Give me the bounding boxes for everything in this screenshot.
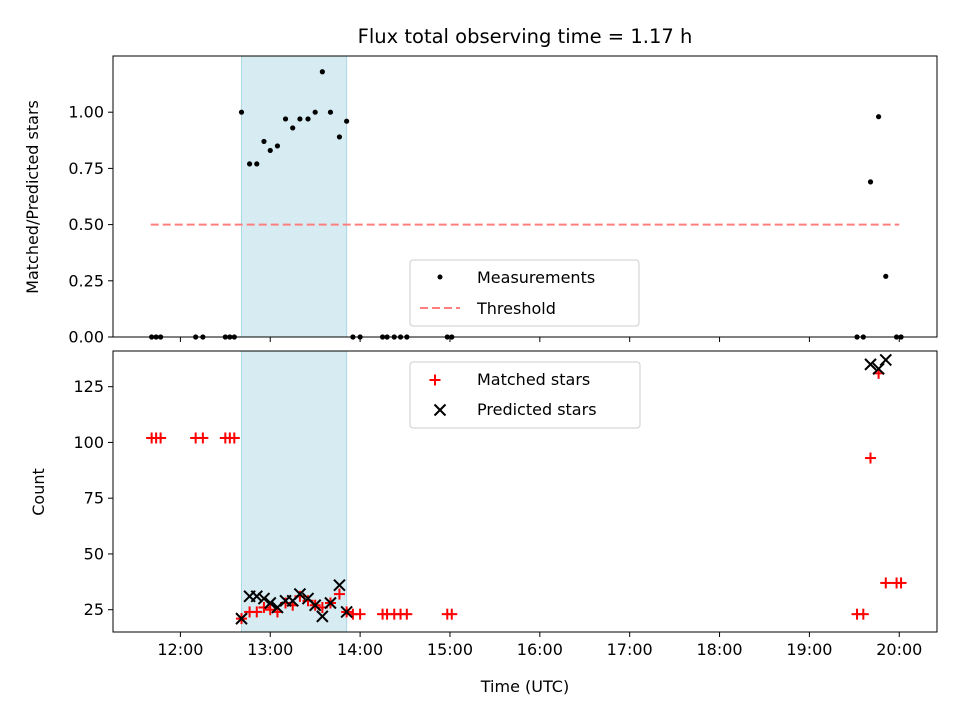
top-legend: Measurements Threshold — [409, 259, 640, 327]
bottom-x-tick-label: 12:00 — [157, 640, 203, 659]
matched-star-point — [228, 432, 240, 444]
legend-predicted-cross — [433, 403, 447, 417]
predicted-star-point — [308, 599, 322, 612]
legend-predicted-marker — [433, 403, 447, 417]
predicted-star-point — [864, 358, 877, 371]
legend-threshold-label: Threshold — [476, 299, 556, 318]
bottom-y-tick-label: 50 — [84, 544, 104, 563]
predicted-star-point — [324, 596, 337, 610]
matched-star-point — [865, 452, 877, 464]
bottom-y-tick-label: 75 — [84, 489, 104, 508]
predicted-star-point — [879, 353, 892, 367]
bottom-x-tick-label: 13:00 — [247, 640, 293, 659]
measurement-point — [282, 116, 289, 122]
legend-matched-label: Matched stars — [477, 370, 590, 389]
matched-star-point — [401, 608, 413, 620]
predicted-star-point — [257, 592, 271, 605]
predicted-star-point — [264, 596, 277, 610]
top-y-tick-label: 0.50 — [68, 215, 104, 234]
bottom-y-tick-label: 100 — [73, 433, 104, 452]
matched-star-point — [155, 432, 167, 444]
predicted-star-point — [293, 587, 307, 601]
predicted-star-point — [316, 610, 329, 623]
legend-measurements-marker — [437, 274, 443, 280]
measurement-point — [267, 147, 273, 154]
measurement-point — [336, 134, 343, 140]
predicted-star-point — [340, 605, 353, 619]
chart-title: Flux total observing time = 1.17 h — [358, 25, 693, 48]
bottom-legend-box — [409, 361, 641, 429]
top-x-ticks — [179, 337, 900, 342]
bottom-legend: Matched stars Predicted stars — [409, 361, 641, 429]
measurement-point — [883, 273, 889, 279]
matched-star-point — [333, 588, 345, 600]
top-panel: Flux total observing time = 1.17 h 0.000… — [23, 25, 938, 347]
bottom-y-axis-label: Count — [29, 468, 48, 516]
matched-star-point — [197, 432, 209, 444]
bottom-y-tick-label: 25 — [84, 600, 104, 619]
top-legend-box — [409, 259, 640, 327]
measurement-point — [875, 114, 882, 120]
measurement-point — [319, 69, 325, 75]
predicted-star-point — [872, 362, 885, 376]
bottom-axes-frame — [112, 350, 938, 633]
top-y-tick-label: 0.00 — [68, 328, 104, 347]
bottom-marks — [146, 353, 907, 625]
bottom-y-ticks: 25 50 75 100 125 — [73, 377, 113, 619]
bottom-y-tick-label: 125 — [73, 377, 104, 396]
matched-star-point — [895, 577, 907, 589]
measurement-point — [867, 179, 874, 185]
top-y-tick-label: 0.25 — [68, 271, 104, 290]
bottom-x-tick-label: 14:00 — [337, 640, 383, 659]
measurement-point — [261, 138, 267, 145]
measurement-point — [274, 143, 281, 149]
top-axes-frame — [112, 55, 938, 338]
predicted-star-point — [333, 578, 346, 592]
legend-matched-marker — [429, 374, 441, 386]
matched-star-point — [880, 577, 892, 589]
legend-predicted-label: Predicted stars — [477, 400, 597, 419]
bottom-x-tick-label: 18:00 — [696, 640, 742, 659]
matched-star-point — [857, 608, 869, 620]
measurement-point — [312, 109, 318, 115]
measurement-point — [344, 118, 350, 124]
measurement-point — [290, 125, 296, 131]
bottom-x-tick-label: 19:00 — [786, 640, 832, 659]
top-y-ticks: 0.00 0.25 0.50 0.75 1.00 — [68, 103, 113, 347]
top-y-axis-label: Matched/Predicted stars — [23, 100, 42, 294]
x-axis-label: Time (UTC) — [480, 677, 569, 696]
top-y-tick-label: 0.75 — [68, 159, 104, 178]
bottom-x-tick-label: 16:00 — [517, 640, 563, 659]
matched-star-point — [446, 608, 458, 620]
bottom-x-tick-label: 17:00 — [607, 640, 653, 659]
top-highlight-span — [240, 55, 348, 338]
bottom-panel: 25 50 75 100 125 12:00 13:00 14:00 15:00 16:00 17… — [29, 350, 938, 696]
measurement-point — [246, 161, 253, 167]
top-y-tick-label: 1.00 — [68, 103, 104, 122]
measurement-point — [327, 109, 334, 115]
matched-star-point — [258, 601, 270, 613]
legend-measurements-label: Measurements — [477, 268, 595, 287]
measurement-point — [297, 116, 303, 122]
measurement-point — [254, 161, 260, 167]
bottom-x-ticks: 12:00 13:00 14:00 15:00 16:00 17:00 18:00 19:00… — [157, 632, 922, 659]
bottom-highlight-span — [240, 350, 348, 633]
predicted-star-point — [235, 612, 248, 625]
bottom-x-tick-label: 20:00 — [876, 640, 922, 659]
bottom-x-tick-label: 15:00 — [427, 640, 473, 659]
predicted-star-point — [250, 590, 263, 603]
measurement-point — [305, 116, 311, 122]
measurement-point — [238, 109, 245, 115]
matched-star-point — [354, 608, 366, 620]
matched-star-point — [251, 606, 263, 618]
legend-matched-plus — [429, 374, 441, 386]
